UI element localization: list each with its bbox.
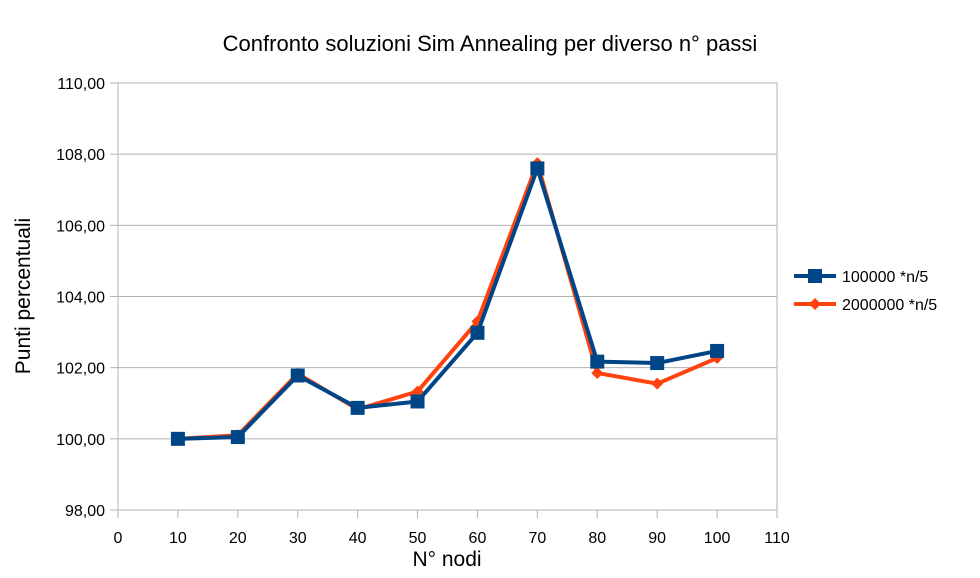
y-axis-ticks: 98,00 100,00 102,00 104,00 106,00 108,00 110,0… [56, 76, 118, 520]
x-axis-ticks: 0 10 20 30 40 50 60 70 80 90 100 110 [114, 510, 790, 547]
data-point [710, 343, 725, 358]
y-tick-label: 102,00 [56, 361, 105, 378]
data-point [470, 325, 485, 340]
data-point [170, 431, 185, 446]
chart-title: Confronto soluzioni Sim Annealing per di… [223, 31, 758, 56]
x-tick-label: 30 [289, 530, 307, 547]
series-line [177, 161, 718, 441]
x-tick-label: 110 [764, 530, 790, 547]
x-tick-label: 100 [704, 530, 731, 547]
y-tick-label: 98,00 [65, 503, 105, 520]
legend-marker [809, 298, 821, 310]
y-tick-label: 110,00 [57, 76, 105, 93]
data-point [290, 368, 305, 383]
x-tick-label: 20 [229, 530, 247, 547]
y-tick-label: 108,00 [56, 147, 105, 164]
legend-label: 2000000 *n/5 [842, 297, 937, 314]
series-line [177, 166, 718, 441]
x-tick-label: 70 [528, 530, 546, 547]
series-2 [171, 157, 724, 445]
x-tick-label: 50 [409, 530, 427, 547]
data-point [410, 394, 425, 409]
legend-label: 100000 *n/5 [842, 269, 928, 286]
legend-marker [808, 269, 822, 283]
y-tick-label: 100,00 [56, 432, 105, 449]
x-tick-label: 60 [469, 530, 487, 547]
data-point [650, 356, 665, 371]
data-point [530, 161, 545, 176]
x-tick-label: 40 [349, 530, 367, 547]
x-tick-label: 80 [588, 530, 606, 547]
series-layer [170, 157, 725, 446]
data-point [590, 354, 605, 369]
data-point [591, 367, 604, 380]
series-1 [170, 161, 725, 446]
data-point [230, 430, 245, 445]
legend: 100000 *n/5 2000000 *n/5 [794, 269, 937, 314]
data-point [651, 377, 664, 390]
data-point [350, 400, 365, 415]
x-tick-label: 10 [169, 530, 187, 547]
y-tick-label: 106,00 [56, 218, 105, 235]
gridlines [118, 82, 777, 511]
legend-item-1: 100000 *n/5 [794, 269, 928, 286]
x-tick-label: 0 [114, 530, 123, 547]
legend-item-2: 2000000 *n/5 [794, 297, 937, 314]
y-tick-label: 104,00 [56, 290, 105, 307]
x-axis-title: N° nodi [412, 548, 481, 571]
x-tick-label: 90 [648, 530, 666, 547]
y-axis-title: Punti percentuali [12, 218, 35, 374]
